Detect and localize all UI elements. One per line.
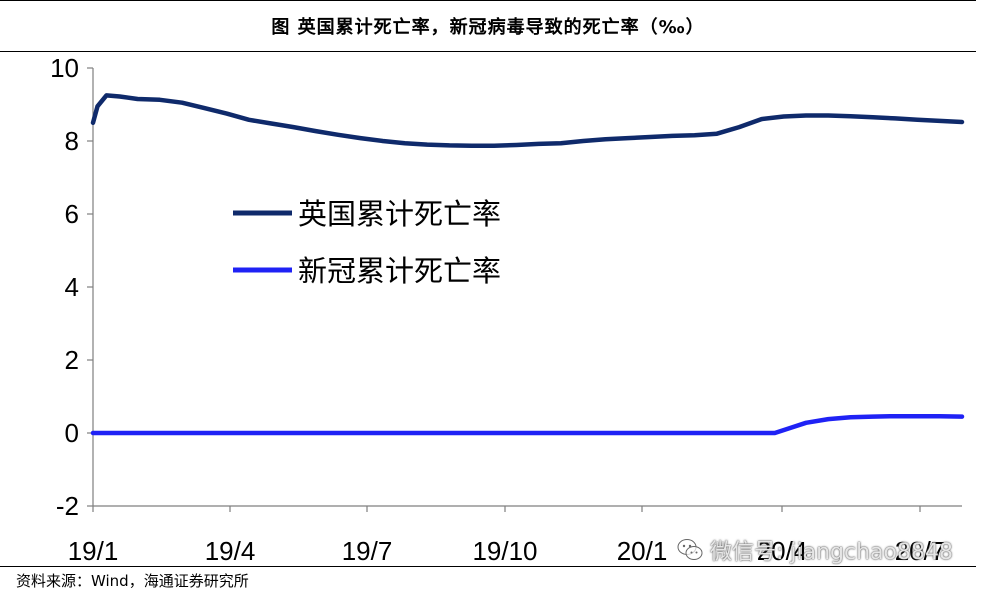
x-tick-label: 19/4	[205, 536, 256, 566]
wechat-icon	[677, 539, 703, 560]
y-tick-label: 0	[65, 418, 79, 448]
footer-divider	[0, 566, 976, 567]
x-tick-label: 20/4	[757, 536, 808, 566]
title-bar: 图 英国累计死亡率，新冠病毒导致的死亡率（‰）	[0, 0, 976, 52]
y-tick-label: 8	[65, 126, 79, 156]
series-line-2	[90, 413, 965, 436]
x-tick-label: 19/1	[68, 536, 119, 566]
source-note: 资料来源：Wind，海通证券研究所	[16, 572, 249, 590]
x-tick-label: 20/7	[895, 536, 946, 566]
x-tick-label: 20/1	[617, 536, 668, 566]
watermark-text: 微信号: jiangchao8848	[710, 540, 953, 565]
y-tick-label: -2	[56, 491, 79, 521]
y-tick-label: 6	[65, 199, 79, 229]
legend-label-1: 英国累计死亡率	[298, 197, 501, 231]
y-tick-label: 10	[50, 53, 79, 83]
watermark: 微信号: jiangchao8848	[676, 533, 953, 567]
y-tick-label: 2	[65, 345, 79, 375]
x-tick-label: 19/10	[472, 536, 537, 566]
chart-title: 图 英国累计死亡率，新冠病毒导致的死亡率（‰）	[271, 17, 705, 38]
y-tick-label: 4	[65, 272, 79, 302]
x-tick-label: 19/7	[342, 536, 393, 566]
series-line-1	[90, 93, 965, 148]
legend-label-2: 新冠累计死亡率	[298, 254, 501, 288]
